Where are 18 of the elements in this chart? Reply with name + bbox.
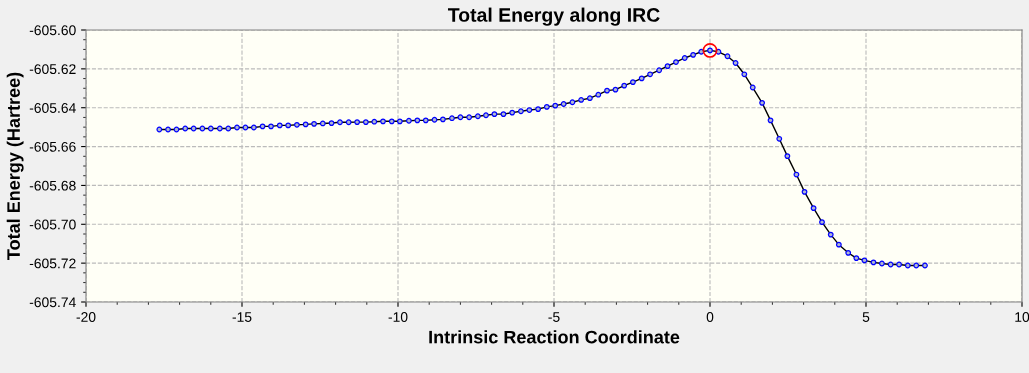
y-axis-title: Total Energy (Hartree) [6,72,24,260]
x-tick-label: -10 [388,312,408,322]
chart-title: Total Energy along IRC [447,7,660,26]
x-tick-label: -5 [548,312,560,322]
y-tick-label: -605.64 [29,103,76,113]
x-axis-title: Intrinsic Reaction Coordinate [429,330,680,344]
x-tick-label: 0 [706,312,714,322]
x-tick-label: 10 [1015,312,1029,322]
x-tick-label: -20 [76,312,96,322]
y-tick-label: -605.68 [29,180,76,191]
y-tick-label: -605.70 [29,219,76,230]
y-tick-label: -605.62 [29,64,76,75]
y-tick-label: -605.74 [29,297,76,308]
x-tick-label: -15 [232,312,252,322]
x-tick-label: 5 [862,312,870,322]
y-tick-label: -605.66 [29,141,76,152]
y-tick-label: -605.72 [29,258,76,269]
y-tick-label: -605.60 [29,25,76,36]
